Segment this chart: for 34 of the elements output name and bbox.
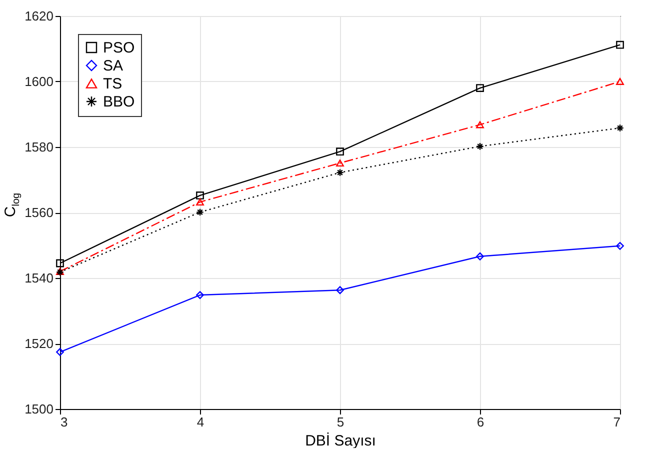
point xyxy=(476,142,484,150)
point xyxy=(196,291,204,299)
y-tick-label: 1620 xyxy=(24,8,54,24)
legend-label: PSO xyxy=(103,40,135,56)
x-tick-label: 7 xyxy=(613,414,620,430)
point xyxy=(616,40,624,49)
legend-label: TS xyxy=(103,76,122,92)
y-tick-label: 1560 xyxy=(24,205,54,220)
point xyxy=(336,160,344,167)
point xyxy=(616,124,624,132)
point xyxy=(336,168,344,176)
y-tick-label: 1500 xyxy=(24,402,54,416)
y-tick-label: 1600 xyxy=(24,74,54,89)
legend-label: SA xyxy=(103,58,124,74)
point xyxy=(336,286,344,294)
y-tick-label: 1580 xyxy=(24,140,54,154)
x-tick-label: 6 xyxy=(476,414,484,430)
point xyxy=(476,84,484,92)
x-tick-label: 3 xyxy=(60,414,68,430)
point xyxy=(616,242,624,250)
point xyxy=(616,78,624,86)
point xyxy=(56,259,64,268)
x-tick-label: 5 xyxy=(336,414,344,430)
y-tick-label: 1520 xyxy=(24,336,54,351)
point xyxy=(476,121,484,128)
point xyxy=(196,192,204,200)
point xyxy=(196,208,204,216)
y-tick-label: 1540 xyxy=(24,270,54,286)
point xyxy=(476,252,484,260)
point xyxy=(196,198,204,206)
point xyxy=(56,348,64,356)
x-tick-label: 4 xyxy=(196,414,204,430)
legend-label: BBO xyxy=(103,94,135,110)
point xyxy=(336,148,344,156)
